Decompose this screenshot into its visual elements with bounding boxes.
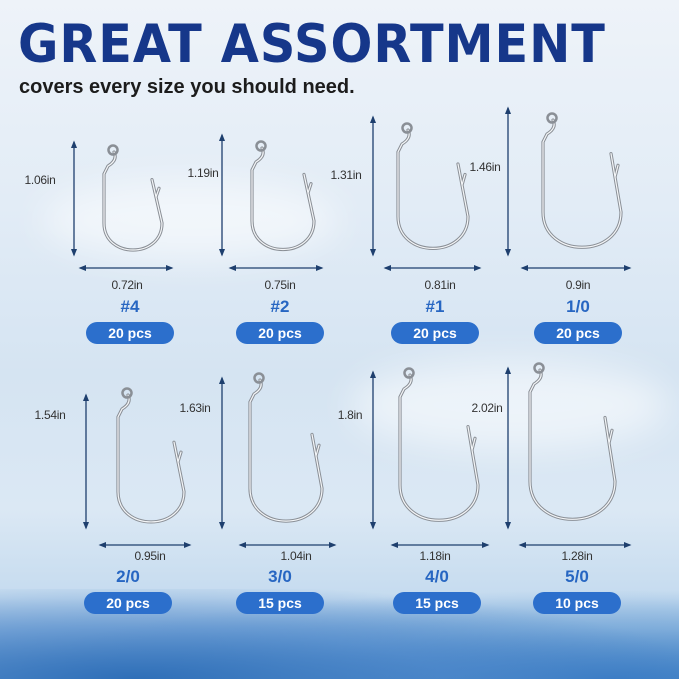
hook-highlight [529, 369, 616, 520]
hook-highlight [397, 129, 469, 249]
hook-highlight [399, 374, 479, 521]
hook-size-label: 3/0 [268, 567, 292, 586]
height-label: 1.54in [34, 408, 66, 422]
hook-highlight [249, 379, 323, 522]
hook-eye-icon [533, 362, 545, 374]
hook-highlight [117, 394, 185, 523]
hook-icon [250, 146, 316, 252]
hook-eye-icon [107, 144, 119, 156]
height-label: 1.06in [24, 173, 56, 187]
width-label: 0.95in [134, 549, 166, 563]
width-label: 1.04in [280, 549, 312, 563]
hook-size-label: 5/0 [565, 567, 589, 586]
hook-size-label: 4/0 [425, 567, 449, 586]
hook-icon [528, 368, 617, 521]
hook-eye-icon [255, 140, 267, 152]
hook-icon [541, 118, 623, 249]
hook-icon [248, 378, 324, 523]
height-label: 1.46in [469, 160, 501, 174]
hook-eye-icon [401, 122, 413, 134]
width-label: 1.28in [561, 549, 593, 563]
hook-highlight [103, 151, 163, 251]
hook-icon [102, 150, 164, 252]
height-label: 1.19in [187, 166, 219, 180]
subtitle: covers every size you should need. [19, 76, 355, 98]
hook-icon [116, 393, 186, 524]
hook-icon [398, 373, 480, 522]
count-badge: 15 pcs [393, 592, 481, 614]
width-label: 0.75in [264, 278, 296, 292]
count-badge: 20 pcs [534, 322, 622, 344]
width-label: 0.81in [424, 278, 456, 292]
hook-size-label: 2/0 [116, 567, 140, 586]
count-badge: 20 pcs [236, 322, 324, 344]
height-label: 1.31in [330, 168, 362, 182]
hook-size-label: #2 [270, 297, 290, 316]
hook-eye-icon [403, 367, 415, 379]
hook-highlight [251, 147, 315, 251]
hook-icon [396, 128, 470, 250]
hook-highlight [542, 119, 622, 248]
count-badge: 15 pcs [236, 592, 324, 614]
width-label: 1.18in [419, 549, 451, 563]
height-label: 2.02in [471, 401, 503, 415]
hook-size-label: 1/0 [566, 297, 590, 316]
width-label: 0.9in [565, 278, 591, 292]
hook-eye-icon [121, 387, 133, 399]
background-cloud [40, 180, 340, 260]
page-title: GREAT ASSORTMENT [18, 14, 606, 75]
count-badge: 20 pcs [86, 322, 174, 344]
count-badge: 10 pcs [533, 592, 621, 614]
height-label: 1.8in [337, 408, 363, 422]
width-label: 0.72in [111, 278, 143, 292]
height-label: 1.63in [179, 401, 211, 415]
hook-size-label: #1 [425, 297, 445, 316]
count-badge: 20 pcs [391, 322, 479, 344]
hook-eye-icon [253, 372, 265, 384]
hook-size-label: #4 [120, 297, 140, 316]
hook-eye-icon [546, 112, 558, 124]
count-badge: 20 pcs [84, 592, 172, 614]
